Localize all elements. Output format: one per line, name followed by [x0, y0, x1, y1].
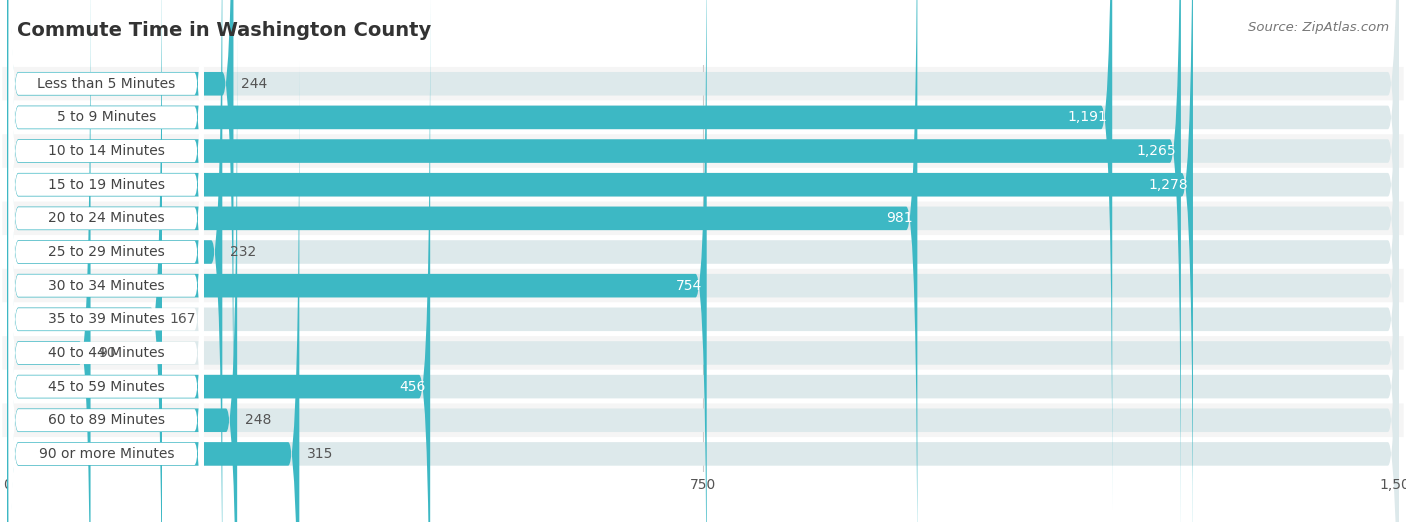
FancyBboxPatch shape	[8, 0, 204, 409]
Text: Commute Time in Washington County: Commute Time in Washington County	[17, 21, 432, 40]
FancyBboxPatch shape	[8, 0, 204, 522]
FancyBboxPatch shape	[8, 28, 204, 522]
FancyBboxPatch shape	[3, 302, 1403, 336]
FancyBboxPatch shape	[3, 67, 1403, 101]
FancyBboxPatch shape	[8, 0, 204, 522]
FancyBboxPatch shape	[3, 101, 1403, 134]
FancyBboxPatch shape	[3, 269, 1403, 302]
FancyBboxPatch shape	[8, 0, 204, 443]
Text: 232: 232	[229, 245, 256, 259]
FancyBboxPatch shape	[3, 201, 1403, 235]
FancyBboxPatch shape	[7, 28, 1399, 522]
FancyBboxPatch shape	[3, 134, 1403, 168]
FancyBboxPatch shape	[7, 0, 707, 522]
Text: 1,265: 1,265	[1136, 144, 1177, 158]
FancyBboxPatch shape	[3, 370, 1403, 404]
Text: 45 to 59 Minutes: 45 to 59 Minutes	[48, 379, 165, 394]
Text: 981: 981	[886, 211, 912, 226]
Text: Source: ZipAtlas.com: Source: ZipAtlas.com	[1249, 21, 1389, 34]
Text: 754: 754	[676, 279, 702, 293]
FancyBboxPatch shape	[3, 404, 1403, 437]
Text: 20 to 24 Minutes: 20 to 24 Minutes	[48, 211, 165, 226]
FancyBboxPatch shape	[7, 0, 1399, 522]
FancyBboxPatch shape	[7, 0, 1399, 522]
Text: 167: 167	[170, 312, 195, 326]
Text: 315: 315	[307, 447, 333, 461]
FancyBboxPatch shape	[8, 0, 204, 522]
FancyBboxPatch shape	[7, 62, 299, 522]
FancyBboxPatch shape	[8, 61, 204, 522]
FancyBboxPatch shape	[3, 235, 1403, 269]
FancyBboxPatch shape	[3, 168, 1403, 201]
Text: 25 to 29 Minutes: 25 to 29 Minutes	[48, 245, 165, 259]
FancyBboxPatch shape	[8, 128, 204, 522]
Text: 40 to 44 Minutes: 40 to 44 Minutes	[48, 346, 165, 360]
FancyBboxPatch shape	[8, 0, 204, 522]
FancyBboxPatch shape	[7, 0, 1399, 476]
FancyBboxPatch shape	[7, 28, 238, 522]
FancyBboxPatch shape	[7, 0, 1181, 522]
Text: 244: 244	[240, 77, 267, 91]
Text: 60 to 89 Minutes: 60 to 89 Minutes	[48, 413, 165, 427]
FancyBboxPatch shape	[7, 0, 1399, 522]
FancyBboxPatch shape	[7, 0, 1399, 522]
FancyBboxPatch shape	[7, 0, 90, 522]
FancyBboxPatch shape	[7, 0, 1399, 522]
FancyBboxPatch shape	[8, 0, 204, 510]
Text: 456: 456	[399, 379, 426, 394]
FancyBboxPatch shape	[7, 0, 1399, 522]
FancyBboxPatch shape	[3, 336, 1403, 370]
Text: 90: 90	[98, 346, 115, 360]
FancyBboxPatch shape	[7, 0, 162, 522]
Text: 1,191: 1,191	[1067, 111, 1108, 124]
FancyBboxPatch shape	[7, 0, 1399, 509]
Text: 30 to 34 Minutes: 30 to 34 Minutes	[48, 279, 165, 293]
FancyBboxPatch shape	[8, 0, 204, 477]
FancyBboxPatch shape	[7, 0, 1399, 522]
FancyBboxPatch shape	[7, 0, 222, 522]
FancyBboxPatch shape	[7, 0, 1192, 522]
Text: 90 or more Minutes: 90 or more Minutes	[38, 447, 174, 461]
FancyBboxPatch shape	[3, 437, 1403, 471]
Text: 5 to 9 Minutes: 5 to 9 Minutes	[56, 111, 156, 124]
Text: 35 to 39 Minutes: 35 to 39 Minutes	[48, 312, 165, 326]
Text: 1,278: 1,278	[1149, 177, 1188, 192]
FancyBboxPatch shape	[7, 0, 917, 522]
Text: Less than 5 Minutes: Less than 5 Minutes	[37, 77, 176, 91]
FancyBboxPatch shape	[7, 0, 430, 522]
FancyBboxPatch shape	[7, 62, 1399, 522]
FancyBboxPatch shape	[7, 0, 1399, 522]
FancyBboxPatch shape	[8, 95, 204, 522]
Text: 248: 248	[245, 413, 271, 427]
Text: 15 to 19 Minutes: 15 to 19 Minutes	[48, 177, 165, 192]
FancyBboxPatch shape	[7, 0, 1112, 509]
FancyBboxPatch shape	[7, 0, 233, 476]
Text: 10 to 14 Minutes: 10 to 14 Minutes	[48, 144, 165, 158]
